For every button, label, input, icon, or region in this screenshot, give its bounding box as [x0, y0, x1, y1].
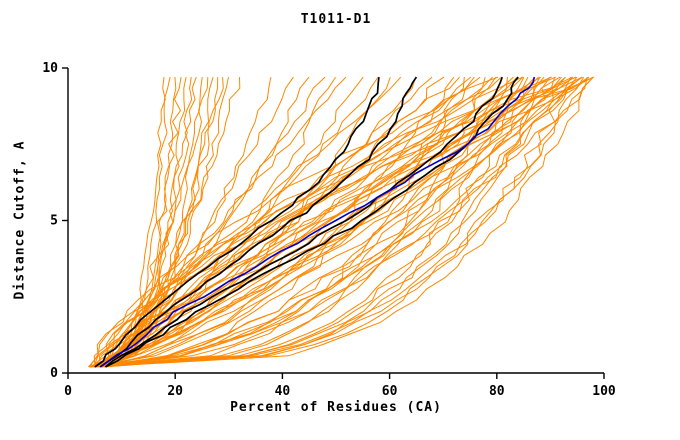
x-tick-label: 80	[489, 384, 505, 399]
y-tick-label: 10	[42, 61, 58, 76]
x-tick-label: 100	[592, 384, 616, 399]
x-axis-label: Percent of Residues (CA)	[230, 400, 442, 415]
x-tick-label: 0	[64, 384, 72, 399]
y-tick-label: 0	[50, 366, 58, 381]
x-tick-label: 20	[167, 384, 183, 399]
x-tick-label: 60	[382, 384, 398, 399]
x-tick-label: 40	[275, 384, 291, 399]
chart-title: T1011-D1	[300, 12, 372, 27]
y-tick-label: 5	[50, 214, 58, 229]
y-axis-label: Distance Cutoff, A	[12, 140, 28, 300]
